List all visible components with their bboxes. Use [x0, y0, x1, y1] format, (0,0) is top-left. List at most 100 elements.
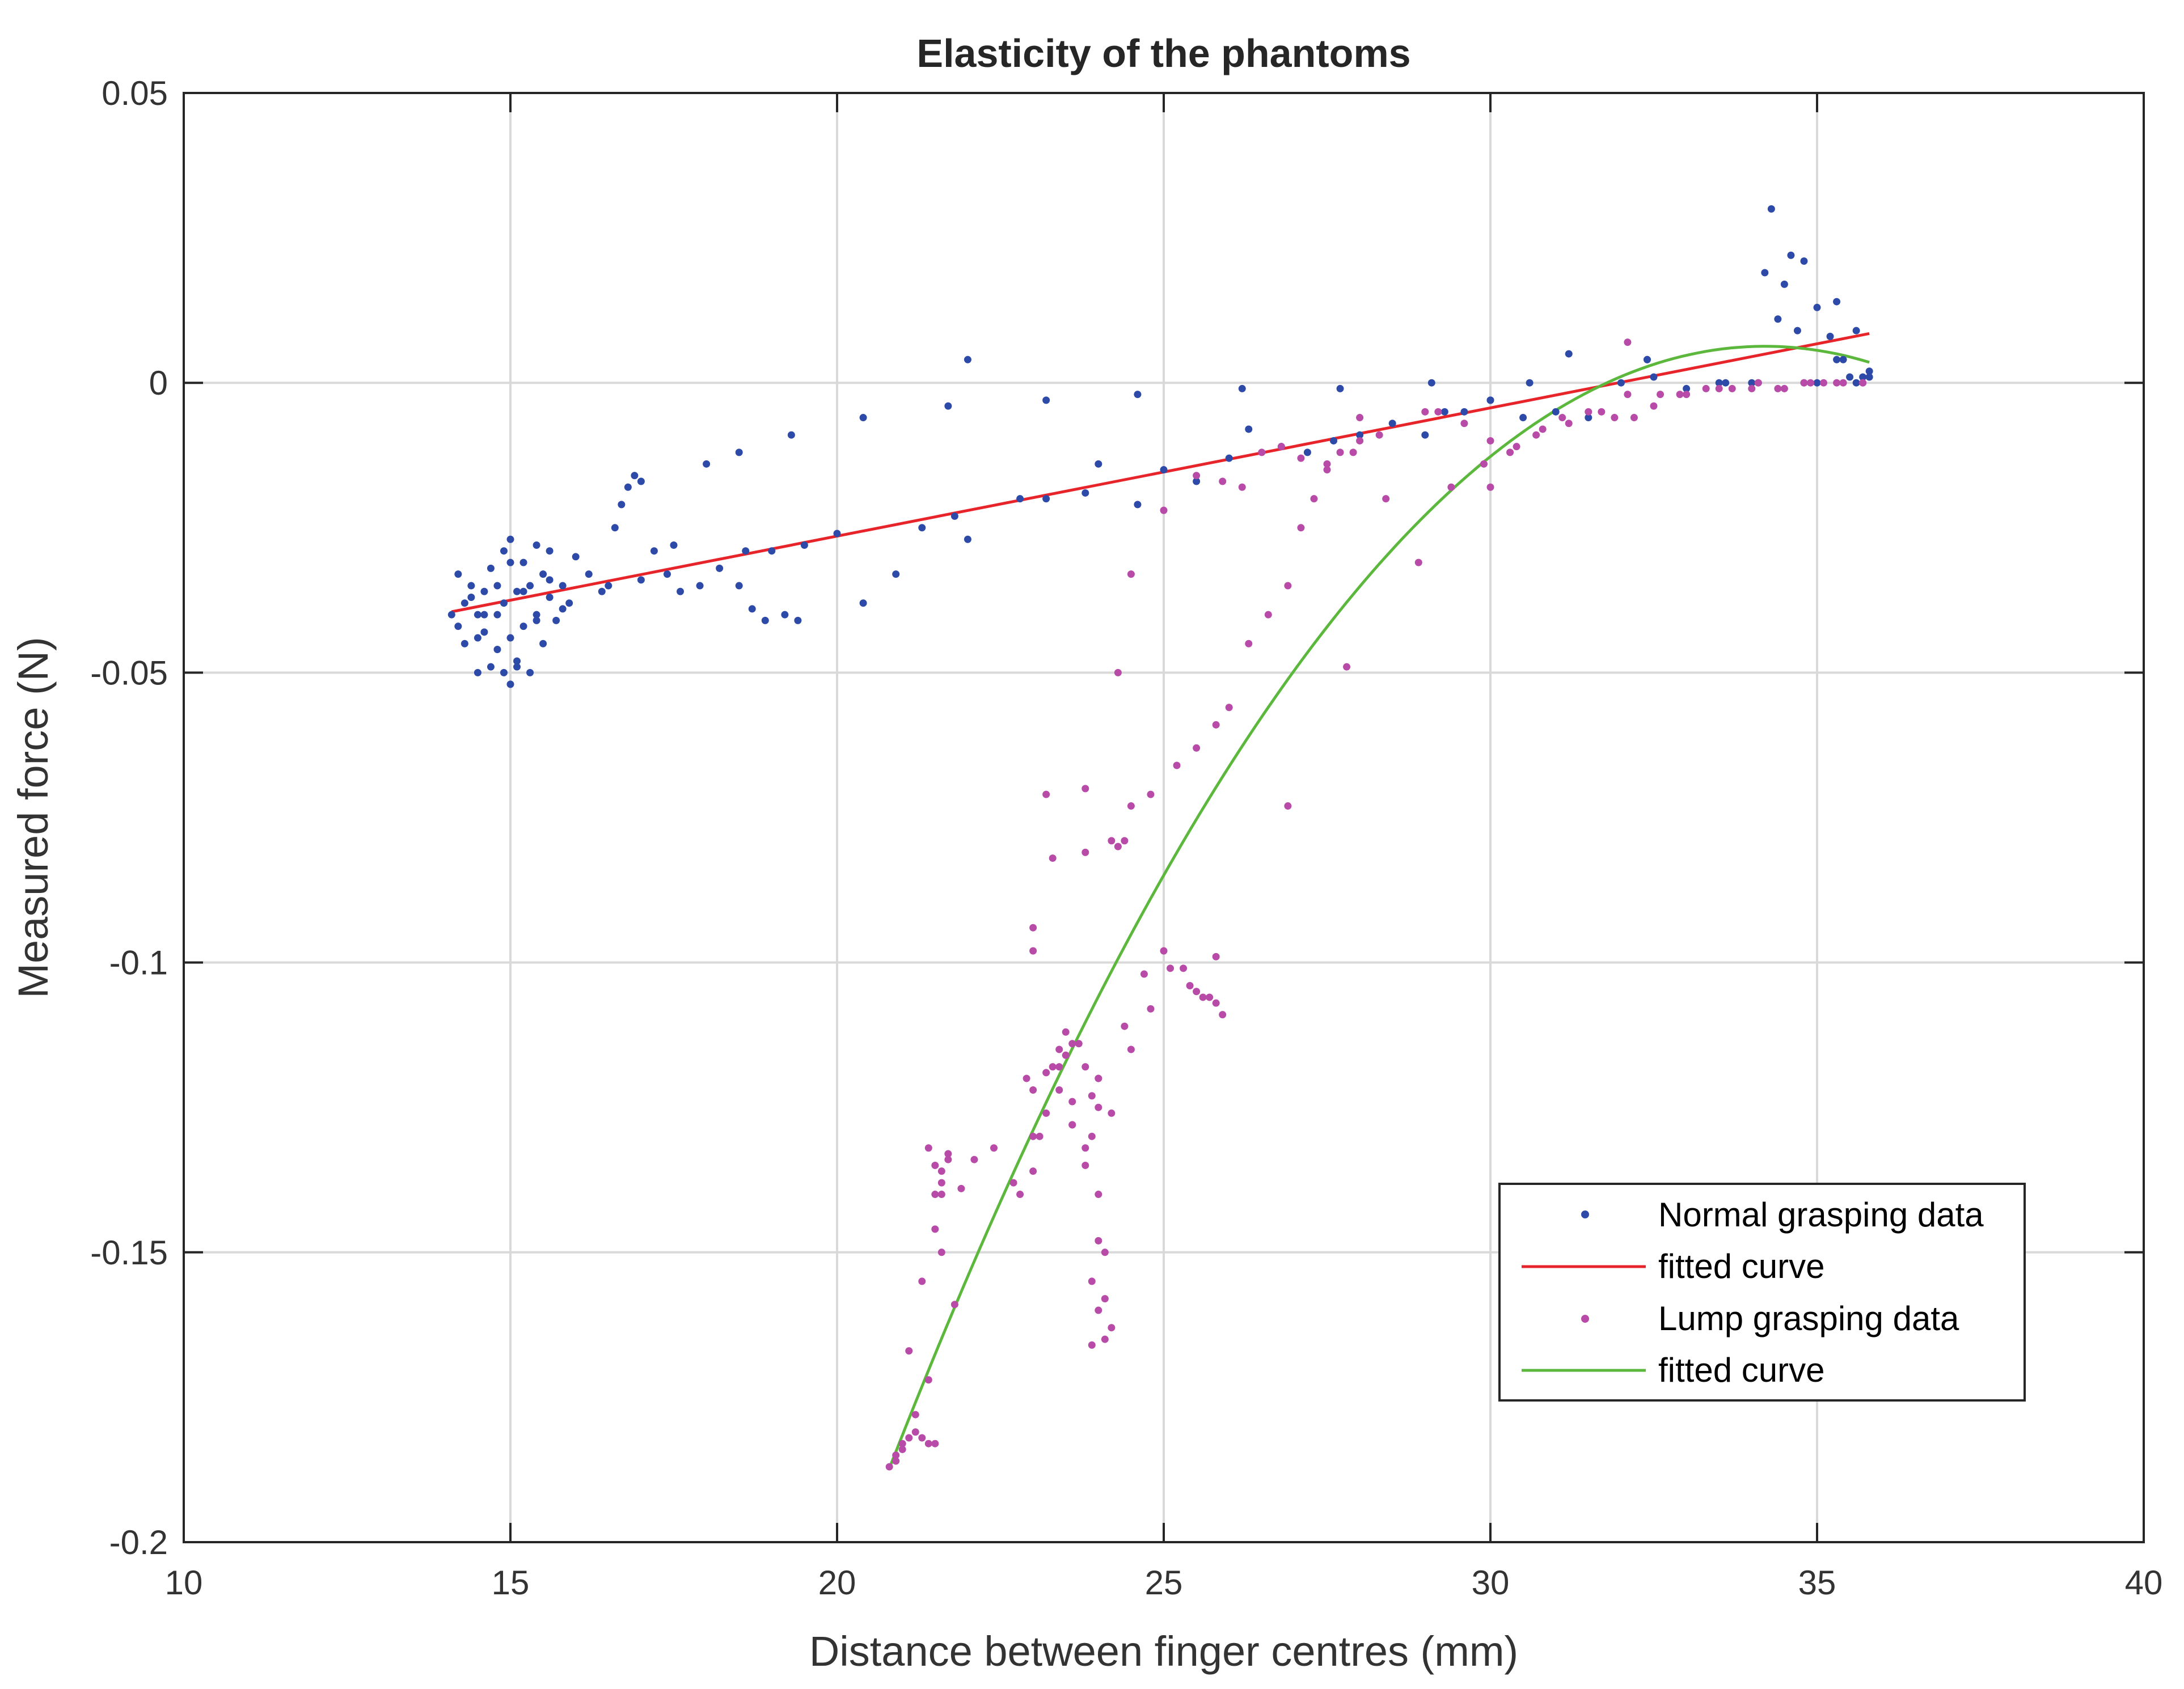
legend-markers: [1522, 1210, 1646, 1372]
data-point: [1447, 483, 1455, 491]
data-point: [944, 402, 952, 410]
data-point: [631, 472, 639, 480]
data-point: [1134, 391, 1142, 399]
data-point: [663, 570, 671, 578]
data-point: [1036, 1132, 1044, 1140]
data-point: [937, 1179, 945, 1187]
data-point: [859, 599, 867, 607]
data-point: [500, 668, 508, 676]
data-point: [1761, 269, 1769, 277]
legend-label-lump-data: Lump grasping data: [1658, 1299, 1959, 1337]
data-point: [487, 564, 495, 572]
data-point: [1480, 460, 1488, 468]
data-point: [1323, 460, 1331, 468]
data-point: [1277, 443, 1285, 451]
data-point: [519, 587, 527, 595]
data-point: [513, 587, 521, 595]
data-point: [1095, 1191, 1102, 1199]
data-point: [1427, 379, 1435, 387]
data-point: [1082, 489, 1089, 497]
data-point: [677, 587, 685, 595]
data-point: [1095, 1074, 1102, 1082]
data-point: [1839, 355, 1847, 363]
data-point: [1375, 431, 1383, 439]
data-point: [1042, 495, 1050, 503]
data-point: [500, 547, 508, 555]
data-point: [474, 668, 481, 676]
data-point: [546, 547, 554, 555]
data-point: [1486, 396, 1494, 404]
data-point: [1611, 414, 1619, 422]
data-point: [539, 570, 547, 578]
data-point: [618, 501, 626, 509]
data-point: [1055, 1086, 1063, 1094]
data-point: [1859, 373, 1867, 381]
series-2-points: [885, 338, 1867, 1471]
data-point: [1624, 338, 1632, 346]
data-point: [1539, 425, 1547, 433]
x-tick-label: 40: [2125, 1564, 2163, 1602]
data-point: [1238, 384, 1246, 392]
legend-label-lump-fit: fitted curve: [1658, 1351, 1824, 1389]
data-point: [1167, 964, 1175, 972]
data-point: [1565, 350, 1573, 358]
data-point: [533, 541, 540, 549]
data-point: [1722, 379, 1730, 387]
data-point: [1193, 744, 1201, 752]
data-point: [918, 1434, 926, 1442]
data-point: [1049, 1063, 1057, 1071]
data-point: [1865, 373, 1873, 381]
data-point: [892, 1451, 900, 1459]
data-point: [1598, 408, 1606, 416]
data-point: [1009, 1179, 1017, 1187]
data-point: [1016, 495, 1024, 503]
data-point: [1356, 437, 1364, 445]
data-point: [1657, 391, 1665, 399]
data-point: [1702, 384, 1710, 392]
data-point: [1833, 379, 1841, 387]
data-point: [1800, 379, 1808, 387]
data-point: [467, 582, 475, 590]
data-point: [1029, 947, 1037, 955]
data-point: [1029, 1132, 1037, 1140]
data-point: [944, 1155, 952, 1163]
data-point: [787, 431, 795, 439]
data-point: [1075, 1040, 1083, 1048]
data-point: [1284, 582, 1292, 590]
legend-label-normal-fit: fitted curve: [1658, 1247, 1824, 1285]
data-point: [892, 1457, 900, 1465]
data-point: [1108, 1324, 1116, 1332]
data-point: [1774, 384, 1782, 392]
data-point: [1421, 431, 1429, 439]
data-point: [1630, 414, 1638, 422]
data-point: [1336, 384, 1344, 392]
data-point: [480, 611, 488, 619]
data-point: [1800, 257, 1808, 265]
data-point: [1245, 425, 1253, 433]
data-point: [447, 611, 455, 619]
data-point: [552, 616, 560, 624]
data-point: [526, 668, 534, 676]
data-point: [546, 593, 554, 601]
data-point: [1284, 802, 1292, 810]
data-point: [572, 553, 580, 561]
data-point: [859, 414, 867, 422]
data-point: [1114, 668, 1122, 676]
data-point: [742, 547, 750, 555]
data-point: [1082, 1161, 1089, 1169]
fitted-curve-line: [451, 332, 1870, 613]
data-point: [461, 599, 468, 607]
data-point: [918, 1277, 926, 1285]
fitted-curve-line: [888, 345, 1870, 1469]
data-point: [964, 355, 971, 363]
data-point: [1212, 999, 1220, 1007]
data-point: [1219, 1011, 1227, 1019]
y-tick-label: -0.15: [90, 1234, 168, 1272]
data-point: [1388, 420, 1396, 427]
data-point: [513, 663, 521, 671]
data-point: [493, 582, 501, 590]
data-point: [937, 1167, 945, 1175]
data-point: [1650, 402, 1658, 410]
tick-labels: 10 15 20 25 30 35 40 0.05 0 -0.05 -0.1 -0.15 -0.2: [90, 74, 2162, 1602]
data-point: [598, 587, 606, 595]
